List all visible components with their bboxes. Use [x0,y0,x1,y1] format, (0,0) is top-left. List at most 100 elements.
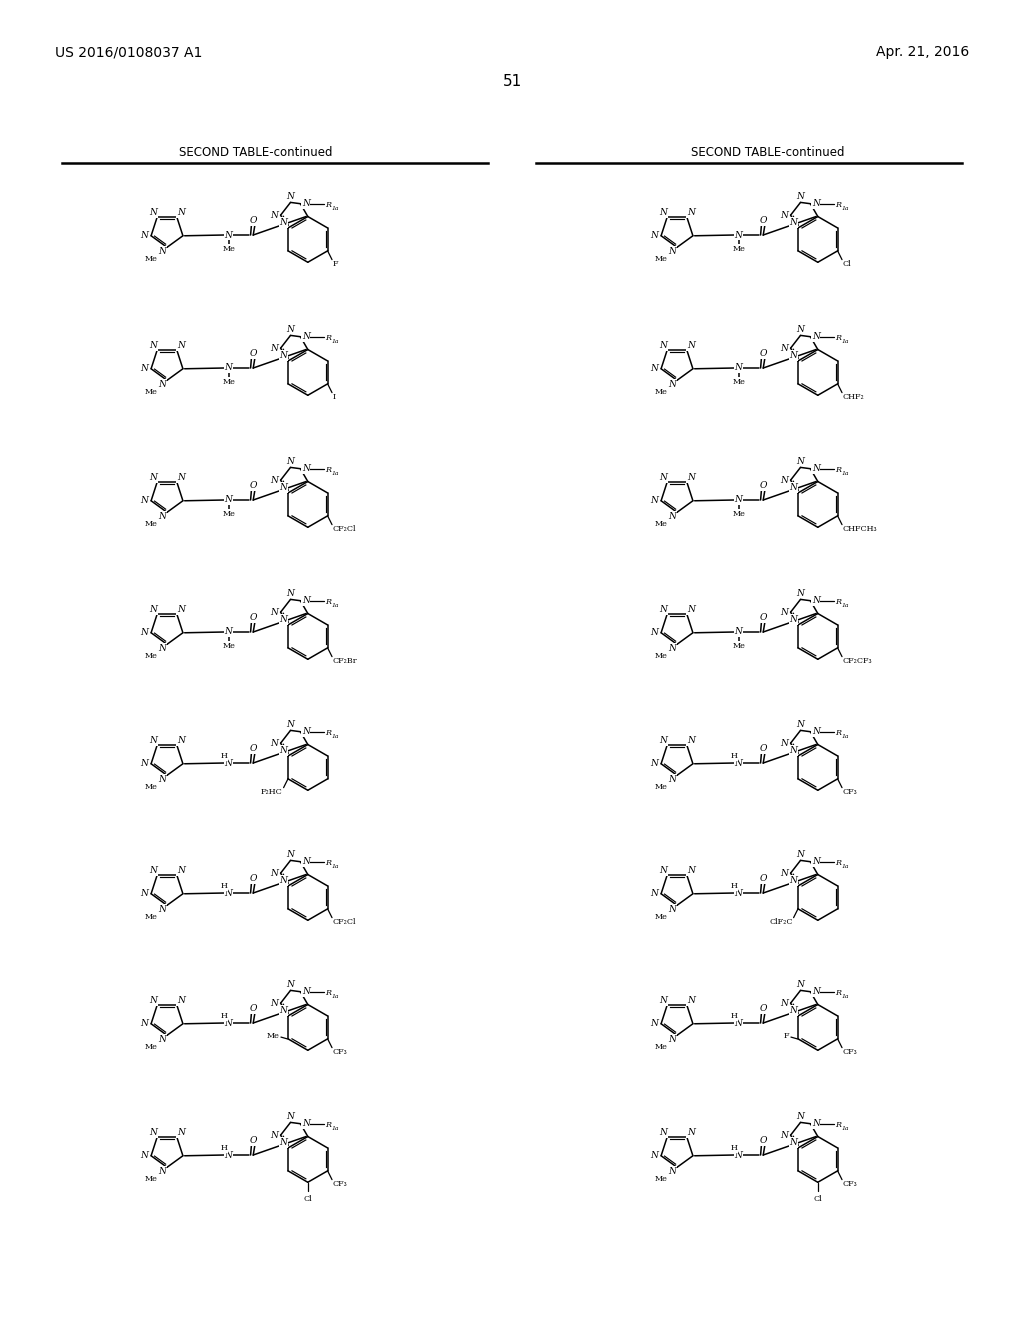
Text: R: R [325,729,331,737]
Text: O: O [250,1005,257,1014]
Text: H: H [221,1012,227,1020]
Text: N: N [287,979,295,989]
Text: F₂HC: F₂HC [261,788,283,796]
Text: N: N [280,615,288,624]
Text: N: N [669,380,677,389]
Text: R: R [835,729,841,737]
Text: N: N [797,979,805,989]
Text: N: N [224,363,232,372]
Text: N: N [812,333,819,341]
Text: N: N [780,1131,788,1139]
Text: H: H [731,882,737,890]
Text: O: O [760,350,767,359]
Text: N: N [159,906,167,915]
Text: N: N [287,1111,295,1121]
Text: N: N [734,363,742,372]
Text: CHF₂: CHF₂ [843,393,864,401]
Text: H: H [221,1144,227,1152]
Text: Me: Me [654,1175,668,1183]
Text: O: O [250,350,257,359]
Text: N: N [734,231,742,239]
Text: O: O [760,1005,767,1014]
Text: Me: Me [144,912,158,921]
Text: 1a: 1a [841,1126,849,1131]
Text: N: N [790,483,798,492]
Text: N: N [224,759,232,767]
Text: N: N [159,644,167,653]
Text: N: N [669,1035,677,1044]
Text: ClF₂C: ClF₂C [769,917,793,927]
Text: 1a: 1a [841,206,849,211]
Text: N: N [148,209,157,218]
Text: Me: Me [222,510,236,517]
Text: 1a: 1a [841,994,849,999]
Text: R: R [325,201,331,209]
Text: N: N [812,199,819,209]
Text: R: R [325,334,331,342]
Text: O: O [250,482,257,491]
Text: N: N [687,605,695,614]
Text: N: N [687,866,695,875]
Text: CF₂CF₃: CF₂CF₃ [843,657,872,665]
Text: N: N [658,1129,667,1137]
Text: SECOND TABLE-continued: SECOND TABLE-continued [691,147,845,160]
Text: N: N [148,1129,157,1137]
Text: N: N [687,1129,695,1137]
Text: N: N [280,746,288,755]
Text: N: N [790,615,798,624]
Text: N: N [270,211,279,219]
Text: F: F [783,1032,790,1040]
Text: O: O [760,744,767,754]
Text: N: N [658,997,667,1005]
Text: Me: Me [732,378,745,385]
Text: N: N [270,1131,279,1139]
Text: N: N [224,1151,232,1159]
Text: O: O [760,614,767,623]
Text: N: N [734,1019,742,1027]
Text: CF₃: CF₃ [843,1048,858,1056]
Text: N: N [734,888,742,898]
Text: N: N [302,597,309,605]
Text: N: N [148,737,157,746]
Text: N: N [287,325,295,334]
Text: US 2016/0108037 A1: US 2016/0108037 A1 [55,45,203,59]
Text: O: O [760,482,767,491]
Text: N: N [669,1167,677,1176]
Text: N: N [669,775,677,784]
Text: N: N [790,351,798,360]
Text: N: N [140,1019,148,1028]
Text: N: N [302,465,309,473]
Text: N: N [280,876,288,886]
Text: N: N [650,759,658,768]
Text: N: N [687,997,695,1005]
Text: Cl: Cl [813,1195,822,1203]
Text: Me: Me [654,783,668,791]
Text: N: N [148,997,157,1005]
Text: N: N [224,627,232,636]
Text: N: N [790,1006,798,1015]
Text: 1a: 1a [331,603,339,607]
Text: 1a: 1a [331,734,339,739]
Text: Me: Me [222,246,236,253]
Text: N: N [790,218,798,227]
Text: N: N [270,343,279,352]
Text: 1a: 1a [331,863,339,869]
Text: N: N [658,605,667,614]
Text: N: N [302,727,309,737]
Text: N: N [669,644,677,653]
Text: N: N [812,727,819,737]
Text: N: N [650,628,658,638]
Text: N: N [797,191,805,201]
Text: N: N [812,857,819,866]
Text: 1a: 1a [331,339,339,343]
Text: N: N [224,495,232,504]
Text: Me: Me [144,783,158,791]
Text: N: N [797,850,805,859]
Text: N: N [148,605,157,614]
Text: Me: Me [222,642,236,649]
Text: H: H [731,752,737,760]
Text: N: N [177,1129,185,1137]
Text: N: N [687,737,695,746]
Text: N: N [650,1019,658,1028]
Text: H: H [731,1012,737,1020]
